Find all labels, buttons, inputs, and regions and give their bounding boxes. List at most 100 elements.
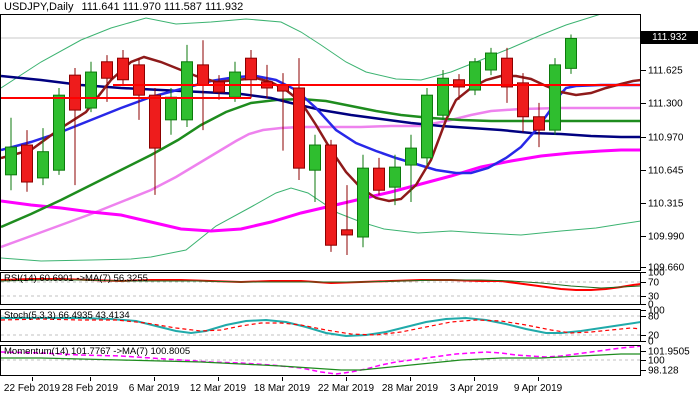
momentum-panel[interactable]: Momentum(14) 101.7767 ->MA(7) 100.8005 — [0, 345, 641, 376]
momentum-ma-line — [1, 353, 640, 371]
rsi-scale-label: 70 — [648, 277, 660, 288]
symbol-period-label: USDJPY,Daily — [4, 1, 74, 13]
bear-candle — [293, 87, 305, 169]
axis-tick — [346, 377, 347, 381]
bull-candle — [437, 77, 449, 116]
stoch-main-line — [1, 316, 640, 338]
rsi-canvas[interactable] — [1, 273, 640, 304]
axis-tick — [641, 203, 646, 204]
bull-candle — [85, 71, 97, 109]
axis-tick — [154, 377, 155, 381]
bear-candle — [245, 57, 257, 81]
date-tick-label: 6 Mar 2019 — [128, 383, 180, 394]
bull-candle — [405, 147, 417, 166]
axis-tick — [32, 377, 33, 381]
rsi-scale-label: 0 — [648, 299, 654, 310]
stoch-scale-label: 0 — [648, 336, 654, 347]
momentum-scale-label: 98.128 — [648, 365, 679, 376]
bull-candle — [357, 167, 369, 238]
bollinger-lower — [1, 187, 640, 262]
bear-candle — [197, 64, 209, 86]
bull-candle — [389, 166, 401, 188]
price-tick-label: 110.315 — [648, 198, 684, 209]
axis-tick — [282, 377, 283, 381]
bollinger-upper — [1, 15, 600, 89]
main-chart-panel[interactable] — [0, 14, 641, 271]
axis-tick — [641, 370, 646, 371]
momentum-scale-label: 101.9505 — [648, 346, 690, 357]
bear-candle — [69, 74, 81, 111]
current-price-tag: 111.932 — [641, 31, 698, 44]
date-tick-label: 22 Feb 2019 — [3, 383, 61, 394]
date-tick-label: 22 Mar 2019 — [317, 383, 375, 394]
price-tick-label: 111.300 — [648, 98, 683, 109]
axis-tick — [90, 377, 91, 381]
stoch-scale-label: 100 — [648, 305, 665, 316]
price-tick-label: 111.625 — [648, 65, 683, 76]
momentum-canvas[interactable] — [1, 346, 640, 375]
bear-candle — [117, 57, 129, 81]
momentum-label: Momentum(14) 101.7767 ->MA(7) 100.8005 — [4, 346, 191, 357]
bear-candle — [149, 94, 161, 149]
date-tick-label: 9 Apr 2019 — [513, 383, 563, 394]
bull-candle — [485, 52, 497, 71]
bull-candle — [5, 146, 17, 176]
ma-violet — [1, 106, 640, 249]
axis-tick — [641, 282, 646, 283]
price-tick-label: 110.970 — [648, 132, 684, 143]
axis-tick — [641, 316, 646, 317]
rsi-scale-label: 100 — [648, 267, 665, 278]
stochastic-canvas[interactable] — [1, 310, 640, 341]
axis-tick — [641, 137, 646, 138]
stoch-scale-label: 20 — [648, 330, 660, 341]
axis-tick — [410, 377, 411, 381]
axis-tick — [641, 103, 646, 104]
rsi-scale-label: 30 — [648, 291, 660, 302]
axis-tick — [641, 70, 646, 71]
axis-tick — [641, 310, 646, 311]
bear-candle — [517, 82, 529, 118]
stoch-scale-label: 80 — [648, 311, 660, 322]
price-axis[interactable]: 111.625 111.300 110.970 110.645 110.315 109.9… — [641, 0, 700, 380]
date-axis[interactable]: 22 Feb 2019 28 Feb 2019 6 Mar 2019 12 Mar 2… — [0, 377, 641, 400]
axis-tick — [641, 236, 646, 237]
date-tick-label: 28 Mar 2019 — [381, 383, 439, 394]
stoch-signal-line — [1, 318, 640, 336]
bear-candle — [341, 229, 353, 236]
stochastic-panel[interactable]: Stoch(5,3,3) 66.4935 43.4134 — [0, 309, 641, 342]
bear-candle — [325, 144, 337, 246]
price-tick-label: 110.645 — [648, 165, 684, 176]
bull-candle — [165, 96, 177, 121]
date-tick-label: 12 Mar 2019 — [189, 383, 247, 394]
bear-candle — [213, 81, 225, 93]
rsi-panel[interactable]: RSI(14) 60.6901 ->MA(7) 56.3255 — [0, 272, 641, 305]
axis-tick — [641, 272, 646, 273]
bull-candle — [549, 64, 561, 131]
date-tick-label: 28 Feb 2019 — [61, 383, 119, 394]
axis-tick — [641, 351, 646, 352]
axis-tick — [474, 377, 475, 381]
bull-candle — [53, 94, 65, 171]
bull-candle — [469, 61, 481, 91]
axis-tick — [641, 296, 646, 297]
axis-tick — [641, 267, 646, 268]
axis-tick — [641, 360, 646, 361]
bull-candle — [309, 144, 321, 171]
axis-tick — [641, 341, 646, 342]
date-tick-label: 18 Mar 2019 — [253, 383, 311, 394]
price-tick-label: 109.660 — [648, 262, 685, 273]
axis-tick — [641, 304, 646, 305]
stochastic-label: Stoch(5,3,3) 66.4935 43.4134 — [4, 310, 130, 321]
bear-candle — [501, 57, 513, 88]
bull-candle — [37, 151, 49, 179]
price-tick-label: 109.990 — [648, 231, 685, 242]
ohlc-values: 111.641 111.970 111.587 111.932 — [81, 1, 244, 13]
bear-candle — [133, 64, 145, 96]
bear-candle — [21, 144, 33, 183]
bear-candle — [101, 61, 113, 79]
bull-candle — [565, 37, 577, 69]
date-tick-label: 3 Apr 2019 — [449, 383, 499, 394]
axis-tick — [538, 377, 539, 381]
main-chart-canvas[interactable] — [1, 15, 640, 270]
